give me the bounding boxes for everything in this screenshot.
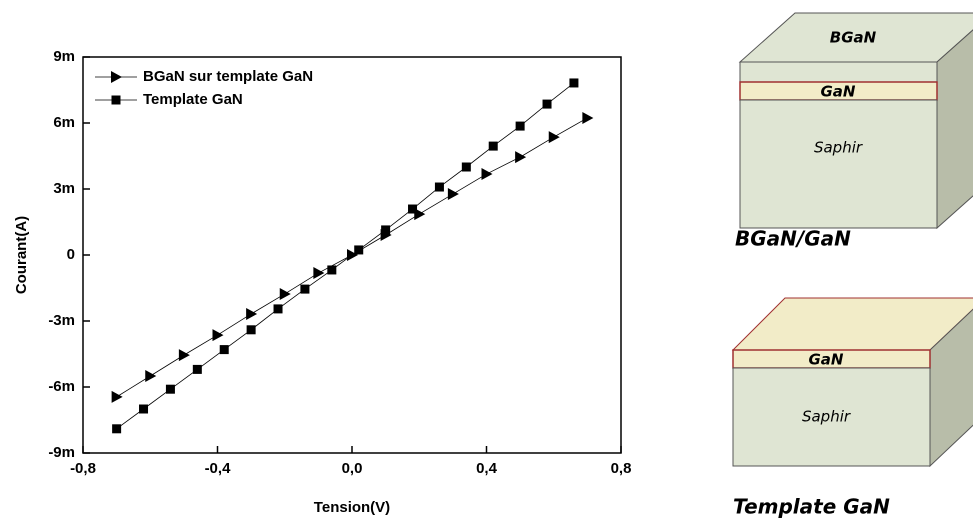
x-tick-label: 0,8 [611,460,632,477]
legend-marker [111,71,122,83]
marker [219,345,229,355]
marker [212,329,224,342]
marker [111,390,123,403]
layer-bgan [739,61,938,83]
layer-label: Saphir [802,408,851,426]
marker [515,121,525,131]
marker [139,404,149,414]
marker [542,99,552,109]
marker [481,168,493,181]
x-tick-label: 0,0 [342,460,363,477]
diagram-bgan: BGaN GaN Saphir BGaN/GaN [735,12,973,251]
marker [246,307,258,320]
marker [313,267,325,280]
y-axis-label: Courant(A) [13,216,30,294]
layer-saphir [732,367,931,467]
diagram-caption: Template GaN [733,495,890,519]
y-tick-label: -9m [48,444,75,461]
marker [569,78,579,88]
marker [434,182,444,192]
marker [279,287,291,300]
x-tick-label: -0,4 [205,460,232,477]
diagram-template: GaN Saphir Template GaN [731,297,973,519]
marker [461,162,471,172]
y-tick-label: 9m [53,48,75,65]
legend-label: Template GaN [143,91,243,108]
marker [300,284,310,294]
marker [112,424,122,434]
legend-marker [111,95,121,105]
layer-saphir [739,99,938,229]
marker [145,370,157,382]
marker [273,304,283,314]
marker [192,364,202,374]
layer-label: GaN [809,351,844,369]
marker [548,131,560,144]
marker [582,111,594,124]
marker [447,188,459,201]
marker [515,151,527,164]
x-axis-label: Tension(V) [314,499,390,516]
marker [381,225,391,235]
y-tick-label: 0 [67,246,75,263]
marker [246,325,256,335]
marker [327,265,337,275]
y-tick-label: 3m [53,180,75,197]
layer-label: GaN [821,83,856,101]
y-tick-label: -3m [48,312,75,329]
marker [354,245,364,255]
series-line [116,82,575,430]
legend-label: BGaN sur template GaN [143,68,313,85]
layer-label: Saphir [814,139,863,157]
layer-label: BGaN [830,29,877,47]
marker [488,141,498,151]
y-tick-label: 6m [53,114,75,131]
top-face [731,297,973,351]
x-tick-label: 0,4 [476,460,498,477]
x-tick-label: -0,8 [70,460,96,477]
marker [178,349,190,362]
marker [165,384,175,394]
y-tick-label: -6m [48,378,75,395]
marker [408,204,418,214]
diagram-caption: BGaN/GaN [735,227,851,251]
